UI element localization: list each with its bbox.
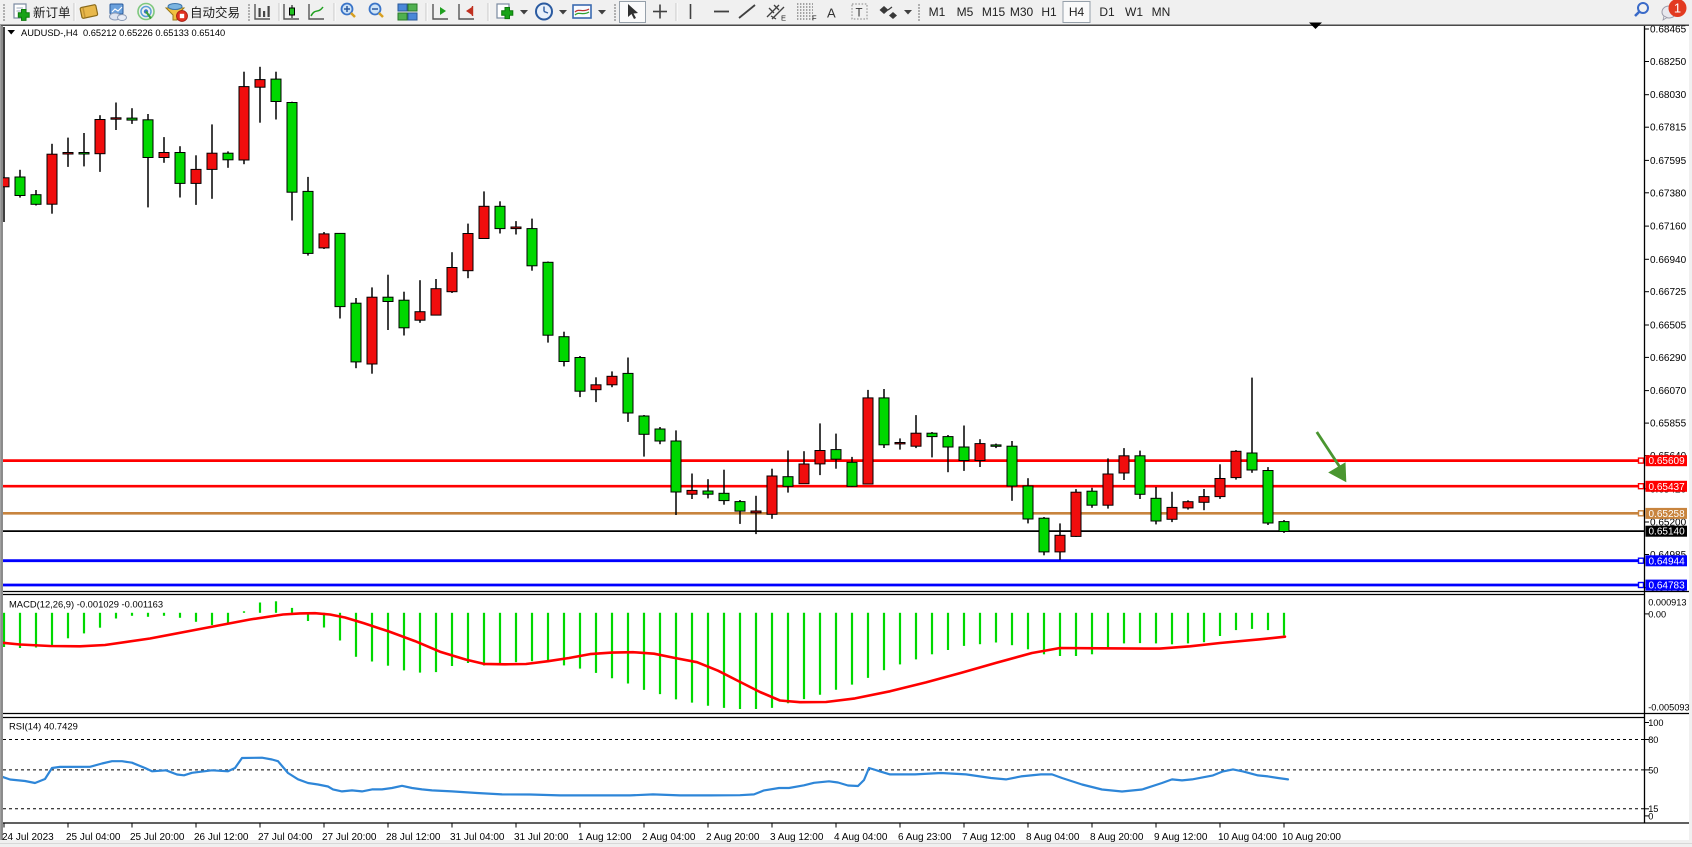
svg-text:0.65855: 0.65855 — [1650, 419, 1687, 430]
svg-text:D1: D1 — [1099, 5, 1115, 19]
svg-text:自动交易: 自动交易 — [190, 5, 240, 20]
svg-text:7 Aug 12:00: 7 Aug 12:00 — [962, 832, 1016, 843]
svg-text:6 Aug 23:00: 6 Aug 23:00 — [898, 832, 952, 843]
svg-text:28 Jul 12:00: 28 Jul 12:00 — [386, 832, 441, 843]
svg-text:8 Aug 20:00: 8 Aug 20:00 — [1090, 832, 1144, 843]
svg-text:10 Aug 04:00: 10 Aug 04:00 — [1218, 832, 1277, 843]
svg-text:0.00: 0.00 — [1648, 609, 1666, 619]
svg-text:4 Aug 04:00: 4 Aug 04:00 — [834, 832, 888, 843]
svg-text:0.64783: 0.64783 — [1649, 581, 1686, 592]
svg-text:W1: W1 — [1125, 5, 1143, 19]
svg-text:0.67595: 0.67595 — [1650, 156, 1687, 167]
svg-text:9 Aug 12:00: 9 Aug 12:00 — [1154, 832, 1208, 843]
svg-text:25 Jul 20:00: 25 Jul 20:00 — [130, 832, 185, 843]
svg-text:AUDUSD-,H4 0.65212 0.65226 0.: AUDUSD-,H4 0.65212 0.65226 0.65133 0.651… — [21, 28, 225, 38]
svg-text:0.66290: 0.66290 — [1650, 353, 1687, 364]
svg-text:10 Aug 20:00: 10 Aug 20:00 — [1282, 832, 1341, 843]
svg-text:24 Jul 2023: 24 Jul 2023 — [2, 832, 54, 843]
svg-text:0.68465: 0.68465 — [1650, 25, 1687, 36]
svg-text:M1: M1 — [929, 5, 946, 19]
svg-text:26 Jul 12:00: 26 Jul 12:00 — [194, 832, 249, 843]
svg-text:27 Jul 20:00: 27 Jul 20:00 — [322, 832, 377, 843]
svg-text:RSI(14) 40.7429: RSI(14) 40.7429 — [9, 721, 78, 732]
svg-text:0.65609: 0.65609 — [1649, 456, 1686, 467]
svg-text:E: E — [781, 14, 786, 23]
svg-text:MACD(12,26,9) -0.001029 -0.001: MACD(12,26,9) -0.001029 -0.001163 — [9, 599, 163, 610]
svg-text:-0.005093: -0.005093 — [1648, 703, 1689, 713]
svg-text:0.66725: 0.66725 — [1650, 287, 1687, 298]
svg-text:0.65200: 0.65200 — [1650, 518, 1687, 529]
svg-text:MN: MN — [1152, 5, 1171, 19]
svg-text:0.66940: 0.66940 — [1650, 255, 1687, 266]
svg-text:H1: H1 — [1041, 5, 1057, 19]
svg-text:新订单: 新订单 — [33, 5, 71, 20]
svg-text:80: 80 — [1648, 735, 1658, 745]
svg-text:H4: H4 — [1069, 5, 1085, 19]
svg-text:50: 50 — [1648, 765, 1658, 775]
svg-text:0.000913: 0.000913 — [1648, 597, 1686, 607]
svg-text:0: 0 — [1648, 811, 1653, 821]
svg-text:0.66070: 0.66070 — [1650, 386, 1687, 397]
svg-text:1: 1 — [1674, 1, 1681, 16]
svg-text:0.66505: 0.66505 — [1650, 321, 1687, 332]
svg-text:15: 15 — [1648, 804, 1658, 814]
svg-text:3 Aug 12:00: 3 Aug 12:00 — [770, 832, 824, 843]
svg-text:27 Jul 04:00: 27 Jul 04:00 — [258, 832, 313, 843]
svg-text:0.68030: 0.68030 — [1650, 90, 1687, 101]
svg-text:0.67380: 0.67380 — [1650, 188, 1687, 199]
svg-text:100: 100 — [1648, 718, 1663, 728]
svg-text:T: T — [856, 8, 863, 20]
svg-text:0.67815: 0.67815 — [1650, 123, 1687, 134]
svg-text:31 Jul 20:00: 31 Jul 20:00 — [514, 832, 569, 843]
svg-text:M5: M5 — [957, 5, 974, 19]
svg-text:0.65258: 0.65258 — [1649, 509, 1686, 520]
svg-text:0.65437: 0.65437 — [1649, 482, 1686, 493]
svg-text:M15: M15 — [982, 5, 1006, 19]
svg-text:2 Aug 04:00: 2 Aug 04:00 — [642, 832, 696, 843]
svg-text:0.65140: 0.65140 — [1649, 527, 1686, 538]
svg-text:2 Aug 20:00: 2 Aug 20:00 — [706, 832, 760, 843]
svg-text:0.67160: 0.67160 — [1650, 222, 1687, 233]
svg-text:M30: M30 — [1010, 5, 1034, 19]
svg-text:25 Jul 04:00: 25 Jul 04:00 — [66, 832, 121, 843]
svg-text:31 Jul 04:00: 31 Jul 04:00 — [450, 832, 505, 843]
svg-text:1 Aug 12:00: 1 Aug 12:00 — [578, 832, 632, 843]
svg-text:0.64944: 0.64944 — [1649, 556, 1686, 567]
svg-text:0.68250: 0.68250 — [1650, 57, 1687, 68]
svg-text:8 Aug 04:00: 8 Aug 04:00 — [1026, 832, 1080, 843]
svg-text:F: F — [812, 14, 817, 23]
svg-text:A: A — [827, 6, 836, 21]
